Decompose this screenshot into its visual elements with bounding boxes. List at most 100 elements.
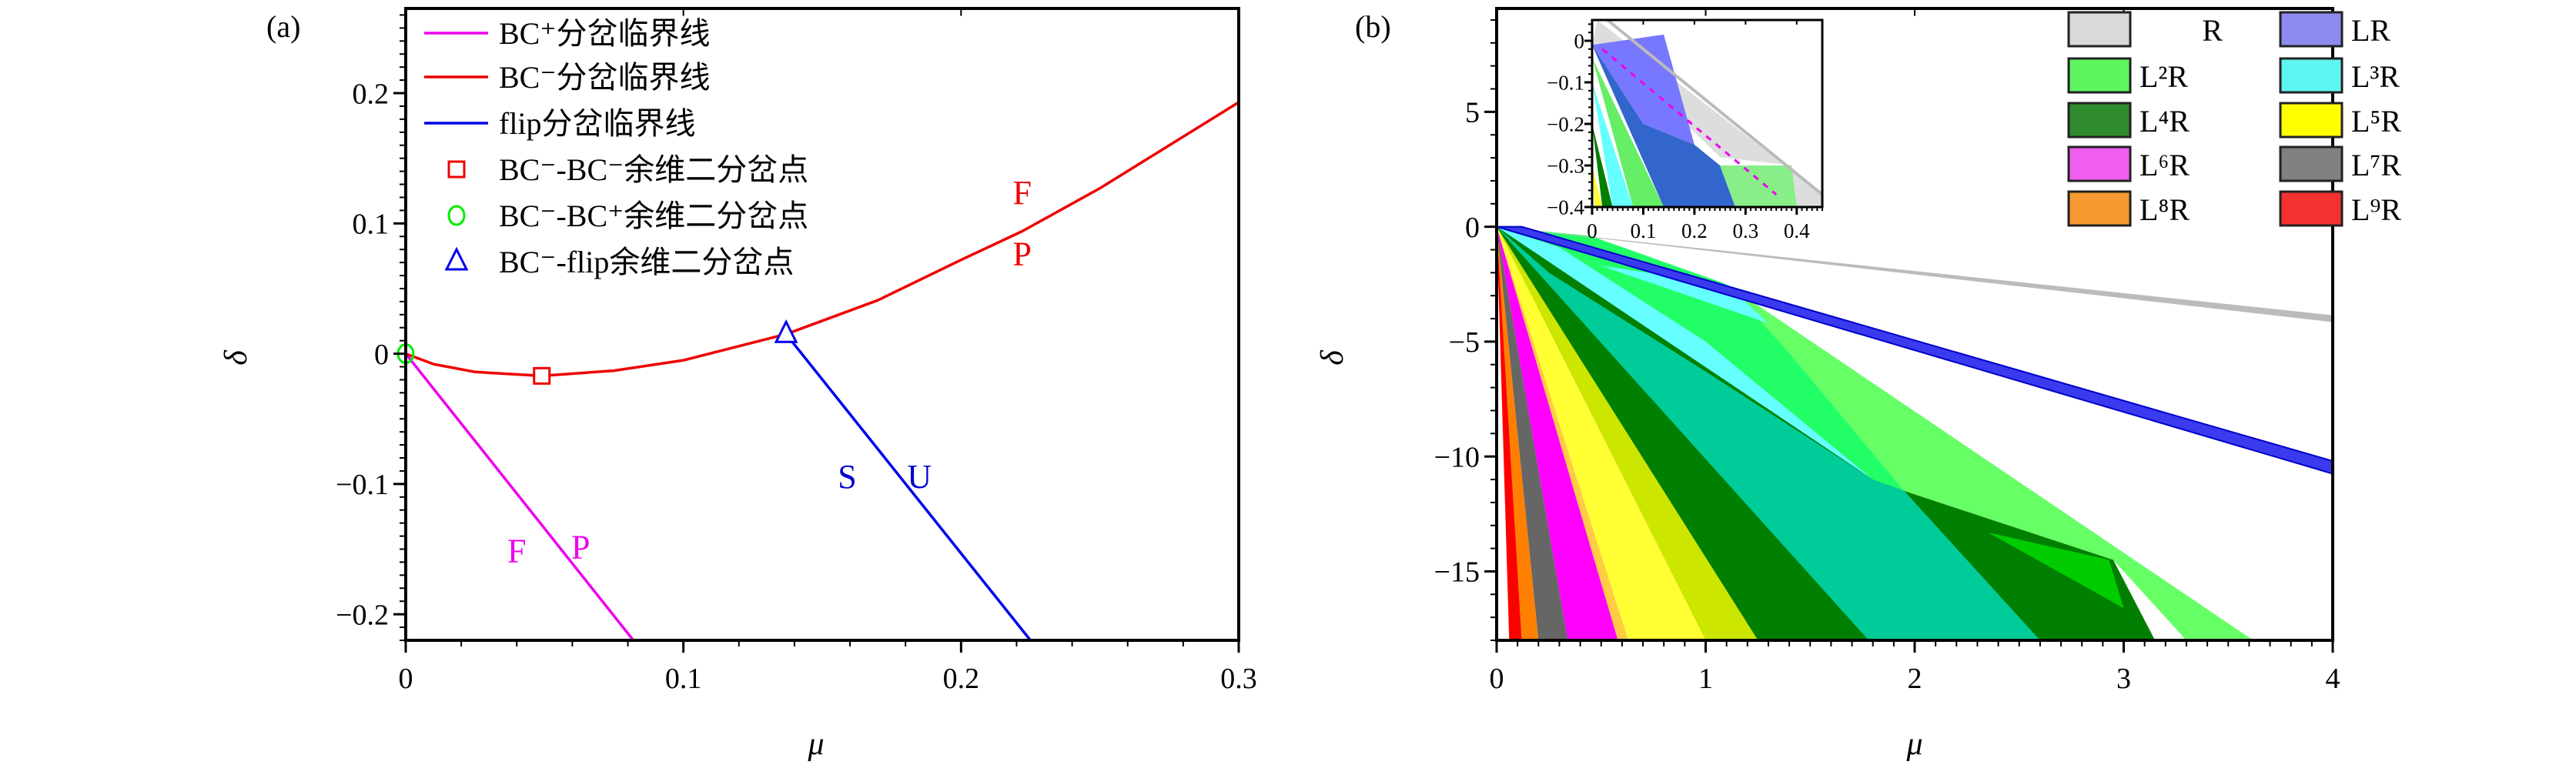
- legend-item: BC⁻-BC⁺余维二分岔点: [447, 199, 808, 233]
- legend-label: LR: [2351, 13, 2390, 48]
- x-tick-label: 0.3: [1220, 663, 1257, 695]
- y-tick-label: −15: [1434, 556, 1480, 589]
- y-tick-label: −0.2: [1547, 112, 1584, 135]
- legend-item: flip分岔临界线: [424, 106, 696, 141]
- x-tick-label: 2: [1908, 663, 1922, 695]
- y-tick-label: −0.1: [336, 469, 389, 501]
- inset-plot-area: [1592, 20, 1822, 207]
- legend-color-swatch: [2279, 102, 2343, 139]
- x-tick-label: 0.2: [1681, 219, 1708, 242]
- legend-square-marker: [447, 160, 466, 179]
- y-tick-label: 0.1: [353, 209, 390, 241]
- inset-region-3: [1592, 57, 1664, 207]
- y-axis-label: δ: [1315, 349, 1350, 366]
- series-line-2: [785, 333, 1032, 640]
- legend-color-swatch: [2067, 11, 2132, 48]
- region-15: [1497, 225, 2333, 475]
- x-tick-label: 0.3: [1732, 219, 1758, 242]
- panel-a: FPS UF P0 0.1 0.2 0.30.20.10−0.1−0.2(a)μδBC⁺分…: [219, 7, 1257, 762]
- legend-label: flip分岔临界线: [499, 106, 696, 141]
- legend-item: LR: [2279, 11, 2390, 48]
- marker-square: [533, 366, 551, 385]
- region-0: [1570, 240, 2253, 640]
- x-tick-label: 4: [2326, 663, 2340, 695]
- annotation-label: P: [1012, 235, 1031, 272]
- legend-item: BC⁺分岔临界线: [424, 16, 710, 51]
- inset-plot: 0 0.1 0.2 0.3 0.4 0 −0.1 −0.2 −0.3 −0.4: [1547, 18, 1824, 242]
- legend-label: L³R: [2351, 59, 2400, 94]
- region-11: [1497, 226, 1568, 640]
- legend-color-swatch: [2067, 57, 2132, 94]
- inset-region-2: [1592, 45, 1735, 207]
- y-tick-label: −10: [1434, 441, 1480, 473]
- y-tick-label: 0: [1465, 212, 1480, 244]
- legend: BC⁺分岔临界线 BC⁻分岔临界线 flip分岔临界线 BC⁻-BC⁻余维二分岔点 BC…: [424, 16, 808, 279]
- legend-color-swatch: [2279, 57, 2343, 94]
- marker-triangle: [774, 319, 798, 343]
- legend-label: BC⁺分岔临界线: [499, 16, 710, 51]
- legend-color-swatch: [2067, 102, 2132, 139]
- inset-region-6: [1592, 124, 1613, 207]
- region-3: [1601, 266, 1768, 323]
- panel-label: (b): [1355, 9, 1391, 44]
- legend-label: BC⁻-BC⁺余维二分岔点: [499, 199, 808, 233]
- inset-r-boundary-line: [1606, 20, 1822, 196]
- region-4: [1497, 226, 2156, 640]
- legend-item: L⁶R: [2067, 145, 2190, 182]
- plot-area: [406, 101, 1239, 640]
- region-6: [1988, 532, 2124, 609]
- inset-region-5: [1592, 82, 1634, 207]
- legend-color-swatch: [2067, 145, 2132, 182]
- y-tick-label: −0.4: [1547, 195, 1584, 219]
- annotation-label: F: [507, 532, 526, 570]
- y-tick-label: 0.2: [353, 78, 390, 110]
- region-9: [1497, 226, 1628, 640]
- legend-item: L⁷R: [2279, 145, 2401, 182]
- annotation-label: P: [571, 528, 590, 566]
- region-5: [1497, 226, 2040, 640]
- x-tick-label: 0: [399, 663, 413, 695]
- y-axis-label: δ: [219, 349, 254, 366]
- legend: R LR L²R L³R L⁴R L⁵R L⁶R L⁷R L⁸R L⁹R: [2067, 11, 2401, 227]
- y-tick-label: 0: [374, 339, 389, 371]
- legend-item: BC⁻-flip余维二分岔点: [444, 245, 794, 279]
- legend-item: L³R: [2279, 57, 2400, 94]
- legend-item: BC⁻-BC⁻余维二分岔点: [447, 152, 808, 187]
- inset-region-7: [1592, 165, 1603, 207]
- y-tick-label: 5: [1465, 97, 1480, 129]
- panel-b: 0 1 2 3 4 5 0 −5 −10 −15 (b) μ δ 0 0.1 0.2 0.3 0.4 0 −0.1 −0…: [1315, 7, 2401, 762]
- x-tick-label: 0: [1490, 663, 1504, 695]
- x-tick-label: 0: [1587, 219, 1597, 242]
- series-line-1: [406, 101, 1239, 378]
- region-7: [1497, 226, 1758, 640]
- legend-item: BC⁻分岔临界线: [424, 60, 710, 95]
- legend-label: L⁹R: [2351, 192, 2401, 227]
- legend-item: L⁴R: [2067, 102, 2190, 139]
- legend-label: BC⁻-BC⁻余维二分岔点: [499, 152, 808, 187]
- annotation-label: F: [1012, 174, 1031, 212]
- legend-item: L⁸R: [2067, 190, 2190, 227]
- region-14: [1497, 226, 2333, 322]
- legend-label: L⁵R: [2351, 104, 2401, 139]
- legend-label: BC⁻分岔临界线: [499, 60, 710, 95]
- y-tick-label: −5: [1449, 326, 1480, 359]
- inset-dashed-line: [1601, 48, 1778, 195]
- y-tick-label: −0.2: [336, 599, 389, 631]
- legend-circle-marker: [447, 205, 466, 226]
- region-12: [1497, 226, 1539, 640]
- legend-item: L⁵R: [2279, 102, 2401, 139]
- y-tick-label: 0: [1574, 29, 1585, 52]
- region-10: [1497, 226, 1618, 640]
- x-axis-label: μ: [807, 727, 824, 762]
- legend-item: L⁹R: [2279, 190, 2401, 227]
- legend-label: L⁷R: [2351, 148, 2401, 182]
- region-13: [1497, 226, 1522, 640]
- legend-item: L²R: [2067, 57, 2188, 94]
- x-tick-label: 1: [1698, 663, 1713, 695]
- legend-triangle-marker: [444, 246, 469, 271]
- inset-region-4: [1720, 165, 1797, 207]
- legend-label: L⁸R: [2139, 192, 2190, 227]
- region-8: [1497, 226, 1706, 640]
